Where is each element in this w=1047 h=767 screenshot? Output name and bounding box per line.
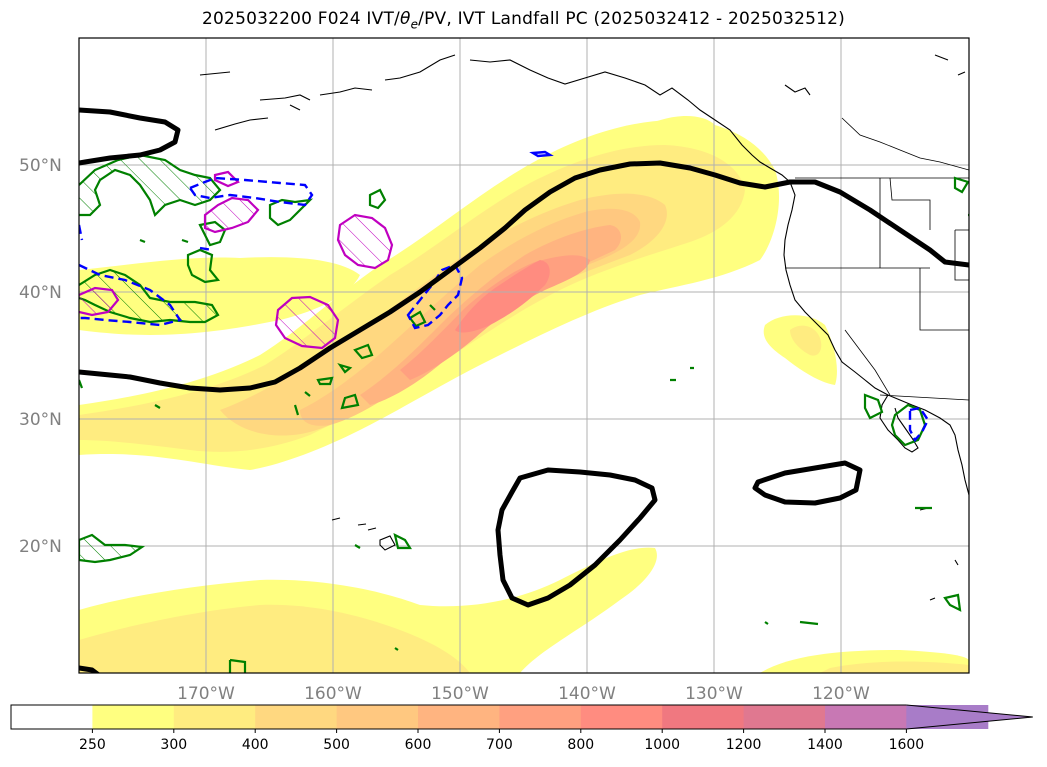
blue-small-contours [529,150,554,158]
colorbar-tick-label: 1000 [644,737,680,753]
lat-label-30n: 30°N [19,410,62,430]
pv-contours [79,107,969,673]
lon-label-140w: 140°W [558,684,616,704]
latitude-labels: 50°N 40°N 30°N 20°N [19,156,62,557]
colorbar-swatch [662,705,745,729]
map-frame [78,37,970,674]
colorbar-swatch [499,705,582,729]
colorbar-swatch [11,705,93,729]
colorbar-swatch [173,705,256,729]
colorbar-swatch [336,705,419,729]
lon-label-160w: 160°W [304,684,362,704]
colorbar-tick-label: 1200 [726,737,762,753]
colorbar-tick-label: 600 [405,737,432,753]
longitude-labels: 170°W 160°W 150°W 140°W 130°W 120°W [177,684,870,704]
coastlines [199,54,969,601]
theta-e-magenta-contours [79,170,394,350]
colorbar-tick-label: 300 [160,737,187,753]
colorbar-tick-label: 250 [79,737,106,753]
graticule [79,38,969,673]
colorbar-outline [10,704,907,730]
lat-label-20n: 20°N [19,537,62,557]
colorbar: 250 300 400 500 600 700 800 1000 1200 1400 1600 [10,704,1033,753]
lat-label-40n: 40°N [19,283,62,303]
ivt-800-core [455,260,550,333]
colorbar-swatch [825,705,907,729]
colorbar-swatch [580,705,663,729]
colorbar-tick-label: 800 [567,737,594,753]
colorbar-swatch [255,705,338,729]
lon-label-170w: 170°W [177,684,235,704]
lon-label-150w: 150°W [431,684,489,704]
colorbar-tick-label: 700 [486,737,513,753]
theta-e-green-contours [79,153,969,673]
colorbar-tick-label: 400 [242,737,269,753]
colorbar-swatch [743,705,826,729]
map-area [79,38,969,673]
map-title: 2025032200 F024 IVT/θe/PV, IVT Landfall … [202,9,845,32]
colorbar-extend-arrow [906,704,1033,730]
colorbar-tick-label: 1400 [807,737,843,753]
colorbar-swatch [92,705,175,729]
ivt-250-baja [763,315,837,385]
lon-label-120w: 120°W [812,684,870,704]
colorbar-tick-label: 500 [323,737,350,753]
boundaries [785,117,969,401]
lat-label-50n: 50°N [19,156,62,176]
colorbar-swatch [418,705,500,729]
lon-label-130w: 130°W [685,684,743,704]
colorbar-tick-label: 1600 [889,737,925,753]
